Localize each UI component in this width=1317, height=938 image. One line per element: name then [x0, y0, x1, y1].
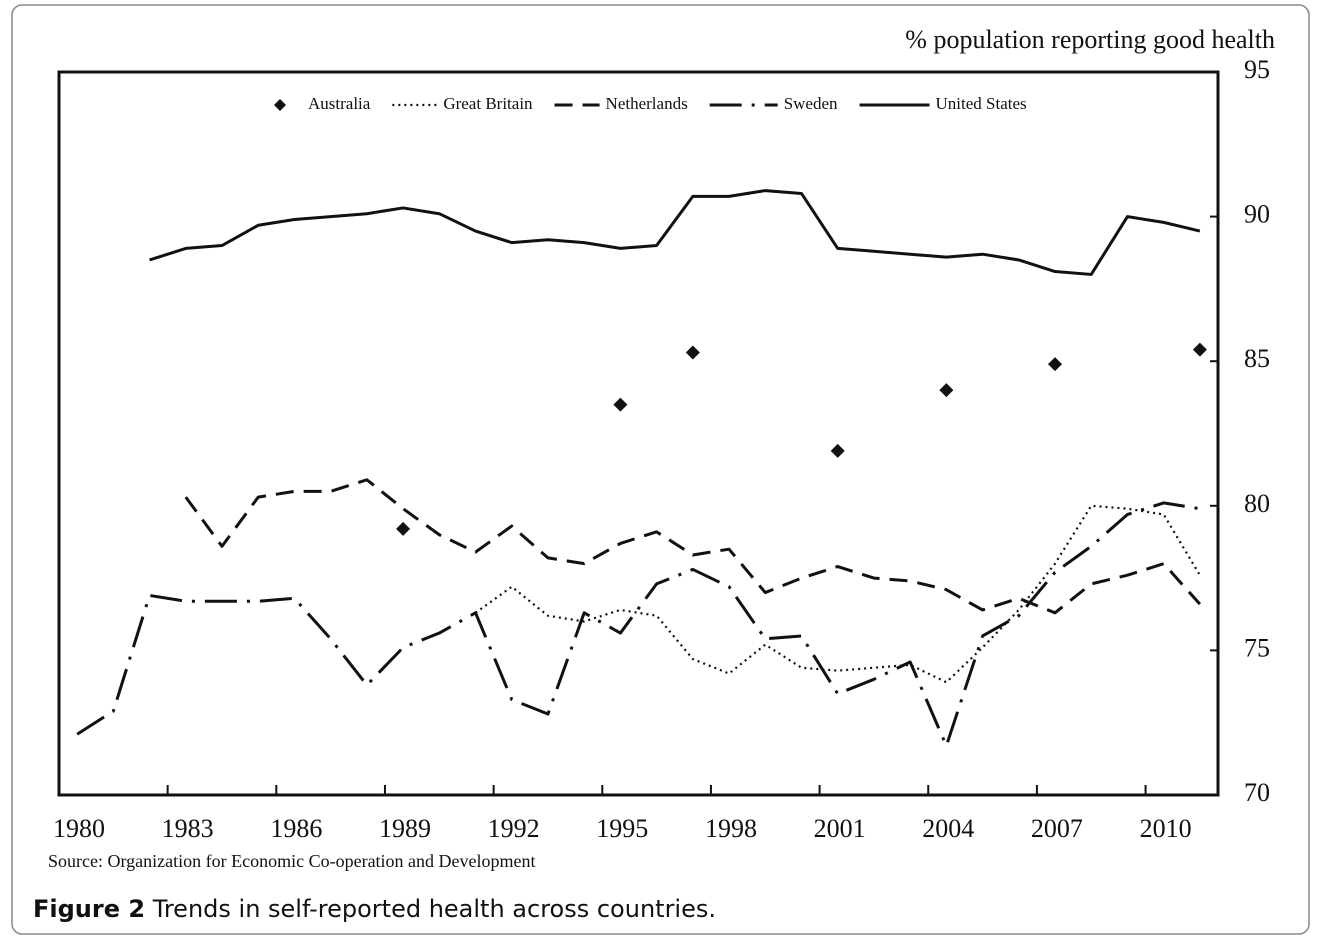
source-note: Source: Organization for Economic Co-ope…	[48, 851, 536, 871]
figure-label: Figure 2	[33, 895, 145, 923]
marker	[939, 383, 954, 398]
x-tick-label: 1992	[488, 814, 540, 843]
x-tick-label: 1986	[270, 814, 322, 843]
x-tick-label: 2007	[1031, 814, 1083, 843]
series-line	[184, 478, 1202, 615]
y-tick-label: 90	[1244, 200, 1270, 229]
x-tick-label: 1995	[596, 814, 648, 843]
legend-label: United States	[936, 94, 1027, 113]
y-tick-label: 80	[1244, 489, 1270, 518]
caption: Figure 2 Trends in self-reported health …	[33, 895, 716, 923]
legend-label: Great Britain	[443, 94, 533, 113]
x-tick-label: 1989	[379, 814, 431, 843]
x-tick-label: 2004	[922, 814, 974, 843]
marker	[685, 345, 700, 360]
x-tick-label: 1983	[162, 814, 214, 843]
marker	[1192, 342, 1207, 357]
x-tick-label: 1980	[53, 814, 105, 843]
marker	[613, 397, 628, 412]
series-line	[474, 504, 1201, 684]
y-tick-label: 85	[1244, 344, 1270, 373]
series-line	[76, 501, 1201, 748]
x-tick-label: 1998	[705, 814, 757, 843]
y-tick-label: 95	[1244, 55, 1270, 84]
y-tick-label: 75	[1244, 633, 1270, 662]
plot-frame	[57, 70, 1220, 797]
legend-label: Sweden	[784, 94, 838, 113]
marker	[830, 443, 845, 458]
y-tick-label: 70	[1244, 778, 1270, 807]
legend-label: Australia	[308, 94, 371, 113]
legend-marker	[274, 99, 286, 111]
marker	[396, 521, 411, 536]
figure-frame	[11, 4, 1310, 935]
marker	[1048, 357, 1063, 372]
x-tick-label: 2010	[1140, 814, 1192, 843]
x-tick-label: 2001	[814, 814, 866, 843]
legend-label: Netherlands	[606, 94, 688, 113]
series-line	[149, 189, 1201, 276]
caption-text: Trends in self-reported health across co…	[152, 895, 716, 923]
y-axis-label: % population reporting good health	[905, 25, 1275, 54]
